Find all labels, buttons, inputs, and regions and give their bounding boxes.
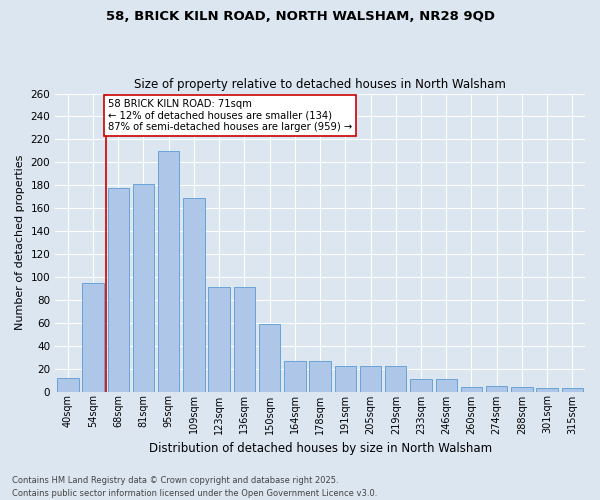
Bar: [158, 151, 179, 392]
X-axis label: Distribution of detached houses by size in North Walsham: Distribution of detached houses by size …: [149, 442, 491, 455]
Bar: [486, 386, 508, 392]
Bar: [335, 366, 356, 392]
Bar: [183, 198, 205, 392]
Bar: [511, 387, 533, 392]
Text: 58, BRICK KILN ROAD, NORTH WALSHAM, NR28 9QD: 58, BRICK KILN ROAD, NORTH WALSHAM, NR28…: [106, 10, 494, 23]
Bar: [208, 287, 230, 392]
Bar: [410, 379, 432, 392]
Bar: [461, 387, 482, 392]
Bar: [107, 188, 129, 392]
Bar: [360, 366, 381, 392]
Bar: [536, 388, 558, 392]
Bar: [284, 360, 305, 392]
Bar: [82, 282, 104, 392]
Bar: [310, 360, 331, 392]
Bar: [436, 379, 457, 392]
Bar: [385, 366, 406, 392]
Bar: [57, 378, 79, 392]
Title: Size of property relative to detached houses in North Walsham: Size of property relative to detached ho…: [134, 78, 506, 91]
Bar: [233, 287, 255, 392]
Bar: [562, 388, 583, 392]
Bar: [133, 184, 154, 392]
Text: Contains HM Land Registry data © Crown copyright and database right 2025.
Contai: Contains HM Land Registry data © Crown c…: [12, 476, 377, 498]
Text: 58 BRICK KILN ROAD: 71sqm
← 12% of detached houses are smaller (134)
87% of semi: 58 BRICK KILN ROAD: 71sqm ← 12% of detac…: [108, 100, 352, 132]
Y-axis label: Number of detached properties: Number of detached properties: [15, 155, 25, 330]
Bar: [259, 324, 280, 392]
